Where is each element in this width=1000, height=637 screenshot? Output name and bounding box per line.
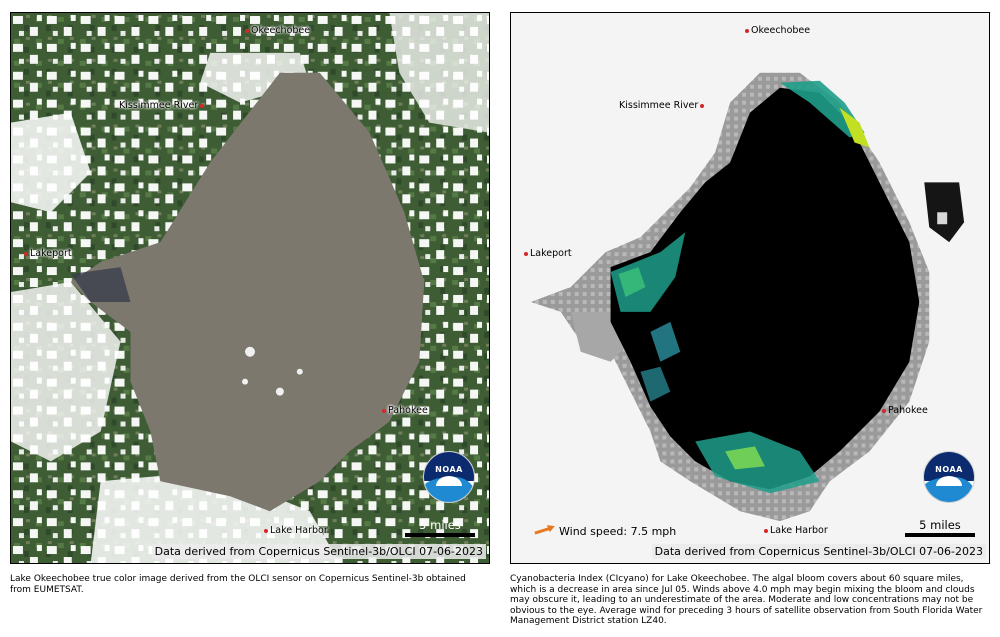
location-dot-icon: [24, 251, 28, 256]
bloom-area-north: [779, 80, 865, 138]
noaa-logo-icon: NOAA: [423, 451, 475, 503]
place-label-pahokee: Pahokee: [882, 405, 928, 416]
place-label-lakeport: Lakeport: [524, 248, 572, 259]
place-label-lakeport: Lakeport: [24, 248, 72, 259]
true-color-caption: Lake Okeechobee true color image derived…: [10, 574, 466, 595]
cyanobacteria-index-map-panel: Okeechobee Kissimmee River Lakeport Paho…: [510, 12, 990, 564]
true-color-image: [11, 13, 489, 563]
cyanobacteria-index-image: [530, 72, 965, 535]
scale-bar-line: [905, 533, 975, 537]
place-label-okeechobee: Okeechobee: [745, 25, 810, 36]
noaa-logo-icon: NOAA: [923, 451, 975, 503]
place-label-lake-harbor: Lake Harbor: [764, 525, 828, 536]
place-label-kissimmee-river: Kissimmee River: [119, 100, 205, 111]
location-dot-icon: [745, 28, 749, 33]
location-dot-icon: [524, 251, 528, 256]
bloom-high-north: [839, 107, 870, 148]
location-dot-icon: [882, 408, 886, 413]
wind-arrow-icon: [534, 525, 555, 535]
place-label-kissimmee-river: Kissimmee River: [619, 100, 705, 111]
lake-index-water: [610, 87, 920, 490]
place-label-lake-harbor: Lake Harbor: [264, 525, 328, 536]
scale-bar: 5 miles: [405, 519, 475, 537]
data-credit: Data derived from Copernicus Sentinel-3b…: [651, 544, 986, 559]
scale-bar-line: [405, 533, 475, 537]
location-dot-icon: [245, 28, 249, 33]
data-credit: Data derived from Copernicus Sentinel-3b…: [151, 544, 486, 559]
scale-bar: 5 miles: [905, 519, 975, 537]
location-dot-icon: [382, 408, 386, 413]
true-color-map-panel: Okeechobee Kissimmee River Lakeport Paho…: [10, 12, 490, 564]
location-dot-icon: [200, 103, 205, 108]
location-dot-icon: [764, 528, 768, 533]
wind-speed-label: Wind speed: 7.5 mph: [559, 525, 677, 538]
place-label-okeechobee: Okeechobee: [245, 25, 310, 36]
place-label-pahokee: Pahokee: [382, 405, 428, 416]
location-dot-icon: [264, 528, 268, 533]
location-dot-icon: [700, 103, 705, 108]
cyanobacteria-index-caption: Cyanobacteria Index (CIcyano) for Lake O…: [510, 574, 983, 626]
lake-okeechobee-water: [70, 72, 425, 512]
